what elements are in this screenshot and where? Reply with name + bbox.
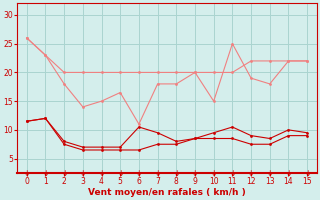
Text: ↓: ↓ xyxy=(155,169,161,178)
Text: ↓: ↓ xyxy=(117,169,124,178)
X-axis label: Vent moyen/en rafales ( km/h ): Vent moyen/en rafales ( km/h ) xyxy=(88,188,246,197)
Text: ↓: ↓ xyxy=(98,169,105,178)
Text: ↓: ↓ xyxy=(61,169,67,178)
Text: ↓: ↓ xyxy=(192,169,198,178)
Text: ↓: ↓ xyxy=(80,169,86,178)
Text: ↓: ↓ xyxy=(24,169,30,178)
Text: ↓: ↓ xyxy=(285,169,292,178)
Text: ↓: ↓ xyxy=(229,169,236,178)
Text: ↓: ↓ xyxy=(211,169,217,178)
Text: ↓: ↓ xyxy=(248,169,254,178)
Text: ↓: ↓ xyxy=(136,169,142,178)
Text: ↓: ↓ xyxy=(267,169,273,178)
Text: ↓: ↓ xyxy=(42,169,49,178)
Text: ↓: ↓ xyxy=(173,169,180,178)
Text: ↓: ↓ xyxy=(304,169,310,178)
